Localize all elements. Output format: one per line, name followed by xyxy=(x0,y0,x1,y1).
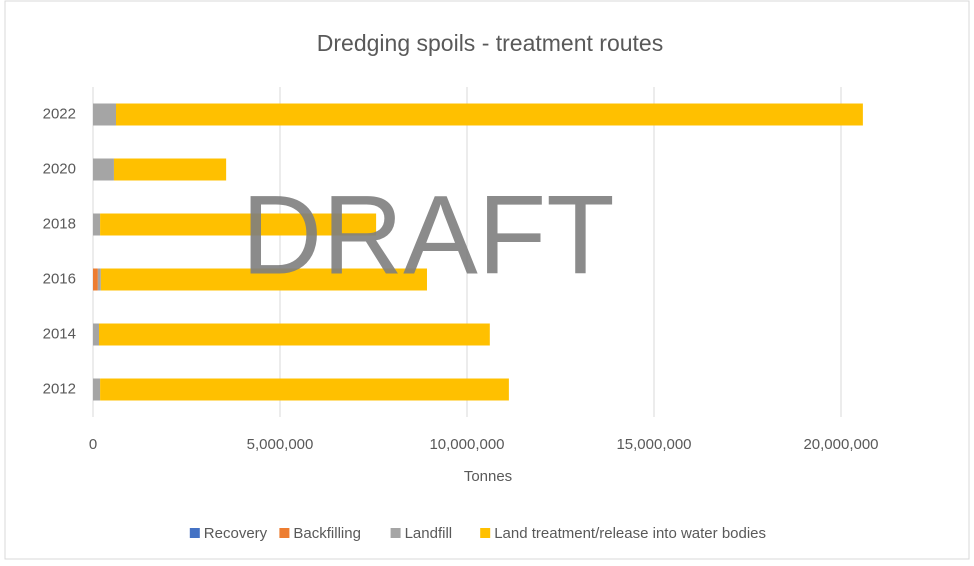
y-tick-label: 2020 xyxy=(43,160,76,177)
bar-segment xyxy=(100,378,509,401)
legend-swatch xyxy=(279,528,290,538)
bar-segment xyxy=(93,268,98,291)
bar-segment xyxy=(93,158,114,181)
bar-segment xyxy=(113,158,227,181)
watermark: DRAFT xyxy=(241,173,614,298)
legend-label: Recovery xyxy=(204,525,268,542)
legend-swatch xyxy=(390,528,401,538)
y-tick-label: 2018 xyxy=(43,215,76,232)
legend-swatch xyxy=(480,528,491,538)
bar-segment xyxy=(93,103,117,126)
bar-segment xyxy=(100,213,377,236)
legend-swatch xyxy=(189,528,200,538)
y-tick-label: 2022 xyxy=(43,105,76,122)
bar-segment xyxy=(93,323,99,346)
chart-title: Dredging spoils - treatment routes xyxy=(317,30,663,56)
bar-segment xyxy=(93,378,101,401)
legend-label: Backfilling xyxy=(293,525,361,542)
bar-segment xyxy=(98,323,490,346)
x-tick-label: 0 xyxy=(89,436,97,453)
x-tick-label: 5,000,000 xyxy=(247,436,314,453)
x-tick-label: 20,000,000 xyxy=(803,436,878,453)
bar-segment xyxy=(100,268,427,291)
x-tick-label: 10,000,000 xyxy=(429,436,504,453)
bar-segment xyxy=(97,268,101,291)
y-tick-label: 2014 xyxy=(43,325,76,342)
legend-label: Land treatment/release into water bodies xyxy=(494,525,766,542)
x-axis-label: Tonnes xyxy=(464,468,512,485)
bar-segment xyxy=(116,103,863,126)
bar-segment xyxy=(93,213,101,236)
y-tick-label: 2016 xyxy=(43,270,76,287)
y-tick-label: 2012 xyxy=(43,380,76,397)
legend-label: Landfill xyxy=(405,525,453,542)
x-tick-label: 15,000,000 xyxy=(616,436,691,453)
